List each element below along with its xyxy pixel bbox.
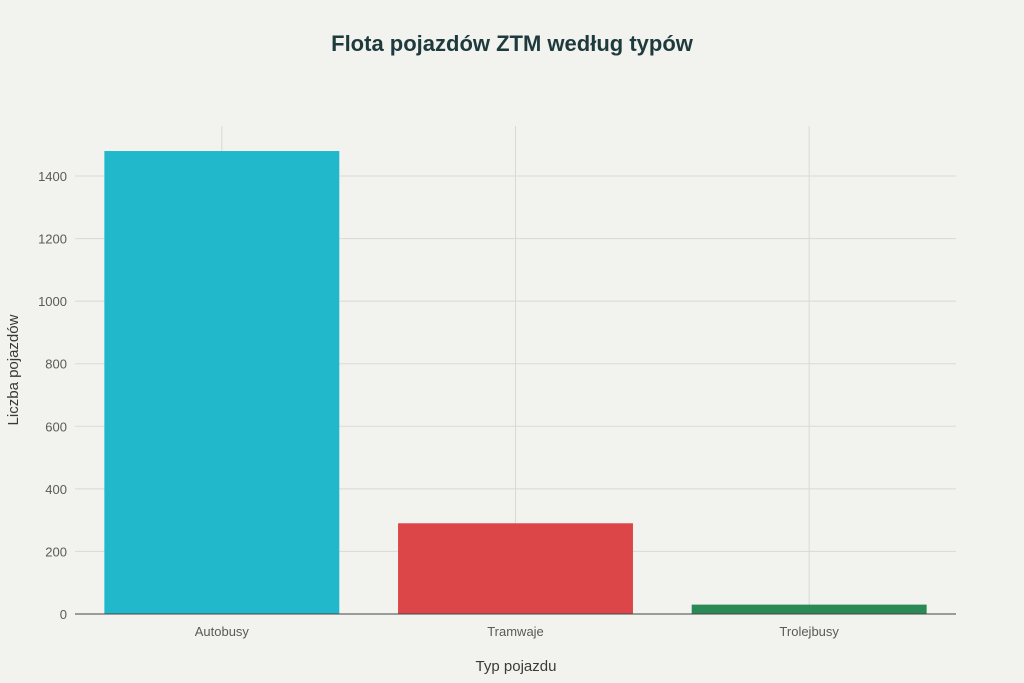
y-tick-label: 1000 (38, 294, 67, 309)
y-axis-title: Liczba pojazdów (5, 314, 22, 425)
x-tick-labels: Autobusy Tramwaje Trolejbusy (195, 624, 840, 639)
y-tick-label: 200 (45, 544, 67, 559)
y-tick-label: 1200 (38, 232, 67, 247)
y-tick-label: 400 (45, 482, 67, 497)
bar-trolejbusy (691, 604, 927, 614)
y-tick-labels: 0 200 400 600 800 1000 1200 1400 (38, 169, 67, 622)
bars (104, 151, 927, 614)
y-tick-label: 600 (45, 419, 67, 434)
chart-title: Flota pojazdów ZTM według typów (331, 31, 694, 56)
bar-autobusy (104, 151, 340, 614)
x-tick-label: Tramwaje (487, 624, 544, 639)
y-tick-label: 800 (45, 357, 67, 372)
y-tick-label: 1400 (38, 169, 67, 184)
x-axis-title: Typ pojazdu (476, 658, 557, 675)
bar-tramwaje (398, 523, 633, 614)
x-tick-label: Trolejbusy (779, 624, 839, 639)
y-tick-label: 0 (60, 607, 67, 622)
x-tick-label: Autobusy (195, 624, 250, 639)
